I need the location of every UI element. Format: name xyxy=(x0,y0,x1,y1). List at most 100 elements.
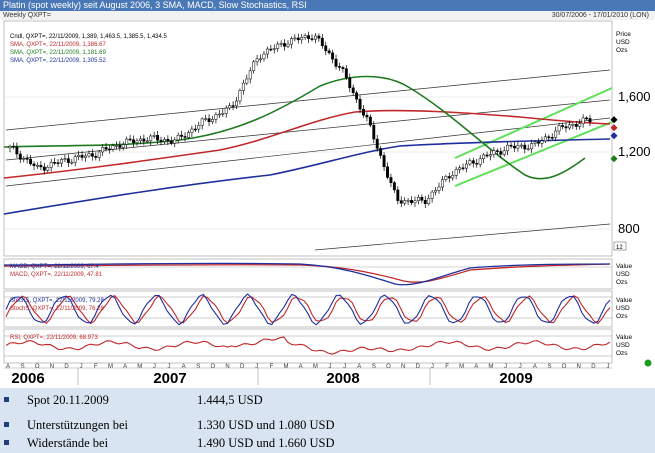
candle-body xyxy=(145,140,149,143)
candle-body xyxy=(499,151,503,155)
candle-body xyxy=(87,153,91,157)
macd-signal-line xyxy=(3,263,611,283)
candle-body xyxy=(231,105,235,107)
candle-body xyxy=(49,162,53,168)
candle-body xyxy=(176,134,180,141)
month-tick-label: S xyxy=(547,364,551,370)
month-tick-label: D xyxy=(416,364,421,370)
chart-subtitle-bar: Weekly QXPT= 30/07/2006 - 17/01/2010 (LO… xyxy=(0,11,655,20)
candle-body xyxy=(324,45,328,52)
candle-body xyxy=(221,113,225,115)
sma-red-line xyxy=(3,109,611,179)
candle-body xyxy=(382,155,386,168)
candle-body xyxy=(265,48,269,55)
month-tick-label: D xyxy=(64,364,69,370)
macd-unit-usd: USD xyxy=(616,271,630,278)
candle-body xyxy=(362,109,365,116)
candle-body xyxy=(341,67,345,69)
candle-body xyxy=(22,158,26,160)
candle-body xyxy=(482,154,486,160)
candle-body xyxy=(379,148,383,156)
tick-label-1600: 1,600 xyxy=(618,89,651,104)
month-tick-label: J xyxy=(431,364,434,370)
month-tick-label: A xyxy=(357,364,361,370)
candle-body xyxy=(94,156,98,158)
info-label: Unterstützungen bei xyxy=(27,418,129,432)
candle-body xyxy=(554,130,558,138)
macd-unit-value: Value xyxy=(616,263,633,270)
month-tick-label: M xyxy=(488,364,493,370)
candle-body xyxy=(77,154,81,157)
candle-body xyxy=(399,200,403,204)
candle-body xyxy=(320,37,324,47)
candle-body xyxy=(224,107,228,114)
candle-body xyxy=(368,116,372,126)
candle-body xyxy=(90,153,94,157)
month-tick-label: F xyxy=(94,364,98,370)
candle-body xyxy=(416,197,420,202)
month-tick-label: J xyxy=(607,364,610,370)
candle-body xyxy=(578,123,582,127)
instrument-label: Weekly QXPT= xyxy=(3,12,51,19)
candle-body xyxy=(159,139,163,142)
candle-body xyxy=(173,139,177,144)
candle-body xyxy=(296,37,300,41)
year-tick-label: 2008 xyxy=(326,370,359,387)
candle-body xyxy=(444,176,448,180)
month-tick-label: S xyxy=(21,364,25,370)
year-tick-label: 2006 xyxy=(11,370,44,387)
month-tick-label: O xyxy=(35,364,40,370)
candle-body xyxy=(207,118,211,123)
info-label: Widerstände bei xyxy=(27,436,109,450)
candle-body xyxy=(279,43,283,45)
candle-body xyxy=(348,77,352,89)
rsi-legend: RSI, QXPT=, 22/11/2009, 68.973 xyxy=(10,335,98,341)
candle-body xyxy=(70,161,74,164)
candle-body xyxy=(262,53,266,60)
candle-body xyxy=(588,118,592,123)
candle-body xyxy=(211,119,214,123)
candle-body xyxy=(303,35,307,38)
candle-body xyxy=(440,179,444,188)
candle-body xyxy=(80,154,84,158)
candle-body xyxy=(471,160,475,164)
candle-body xyxy=(187,132,190,138)
candle-body xyxy=(513,145,516,149)
candle-body xyxy=(540,140,544,144)
candle-body xyxy=(365,114,369,118)
month-tick-label: D xyxy=(240,364,245,370)
candle-body xyxy=(135,140,139,143)
candle-body xyxy=(238,90,242,102)
month-tick-label: A xyxy=(123,364,127,370)
candle-body xyxy=(403,200,407,204)
candle-body xyxy=(406,200,410,202)
month-tick-label: A xyxy=(474,364,478,370)
stoch-k-legend: StochS, QXPT=, 22/11/2009, 79.28 xyxy=(10,298,104,304)
month-tick-label: J xyxy=(167,364,170,370)
month-tick-label: N xyxy=(401,364,405,370)
candle-body xyxy=(327,50,331,54)
price-panel xyxy=(3,20,613,257)
window-title: Platin (spot weekly) seit August 2006, 3… xyxy=(3,0,307,10)
candle-body xyxy=(516,145,520,149)
month-tick-label: N xyxy=(577,364,581,370)
month-tick-label: J xyxy=(255,364,258,370)
candle-body xyxy=(42,166,46,171)
candle-body xyxy=(97,151,101,158)
candle-body xyxy=(248,70,252,80)
month-tick-label: N xyxy=(50,364,54,370)
candle-body xyxy=(204,118,208,120)
month-tick-label: M xyxy=(137,364,142,370)
candle-body xyxy=(468,160,472,165)
candle-body xyxy=(190,128,194,133)
candle-body xyxy=(410,200,413,204)
candle-body xyxy=(355,92,359,100)
candle-body xyxy=(396,189,400,201)
candle-body xyxy=(547,136,551,139)
candle-body xyxy=(372,124,376,140)
month-tick-label: J xyxy=(504,364,507,370)
candle-body xyxy=(60,159,63,164)
candle-body xyxy=(358,98,362,110)
